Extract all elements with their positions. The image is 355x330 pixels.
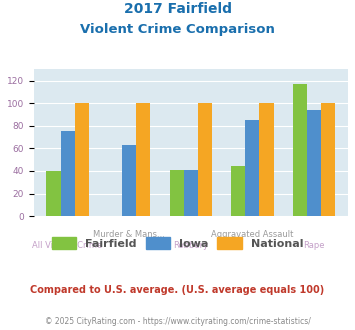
Bar — [293, 84, 307, 216]
Text: Murder & Mans...: Murder & Mans... — [93, 230, 165, 239]
Legend: Fairfield, Iowa, National: Fairfield, Iowa, National — [48, 233, 307, 253]
Text: Robbery: Robbery — [173, 241, 208, 250]
Bar — [60, 131, 75, 216]
Bar — [75, 103, 89, 216]
Text: All Violent Crime: All Violent Crime — [32, 241, 103, 250]
Bar — [245, 120, 260, 216]
Bar — [198, 103, 212, 216]
Text: 2017 Fairfield: 2017 Fairfield — [124, 2, 231, 16]
Text: Rape: Rape — [303, 241, 325, 250]
Bar — [231, 166, 245, 216]
Text: © 2025 CityRating.com - https://www.cityrating.com/crime-statistics/: © 2025 CityRating.com - https://www.city… — [45, 317, 310, 326]
Text: Compared to U.S. average. (U.S. average equals 100): Compared to U.S. average. (U.S. average … — [31, 285, 324, 295]
Bar — [47, 171, 60, 216]
Bar — [321, 103, 335, 216]
Bar — [184, 170, 198, 216]
Bar — [136, 103, 151, 216]
Bar — [170, 170, 184, 216]
Bar — [307, 110, 321, 216]
Bar — [122, 145, 136, 216]
Text: Violent Crime Comparison: Violent Crime Comparison — [80, 23, 275, 36]
Bar — [260, 103, 274, 216]
Text: Aggravated Assault: Aggravated Assault — [211, 230, 294, 239]
